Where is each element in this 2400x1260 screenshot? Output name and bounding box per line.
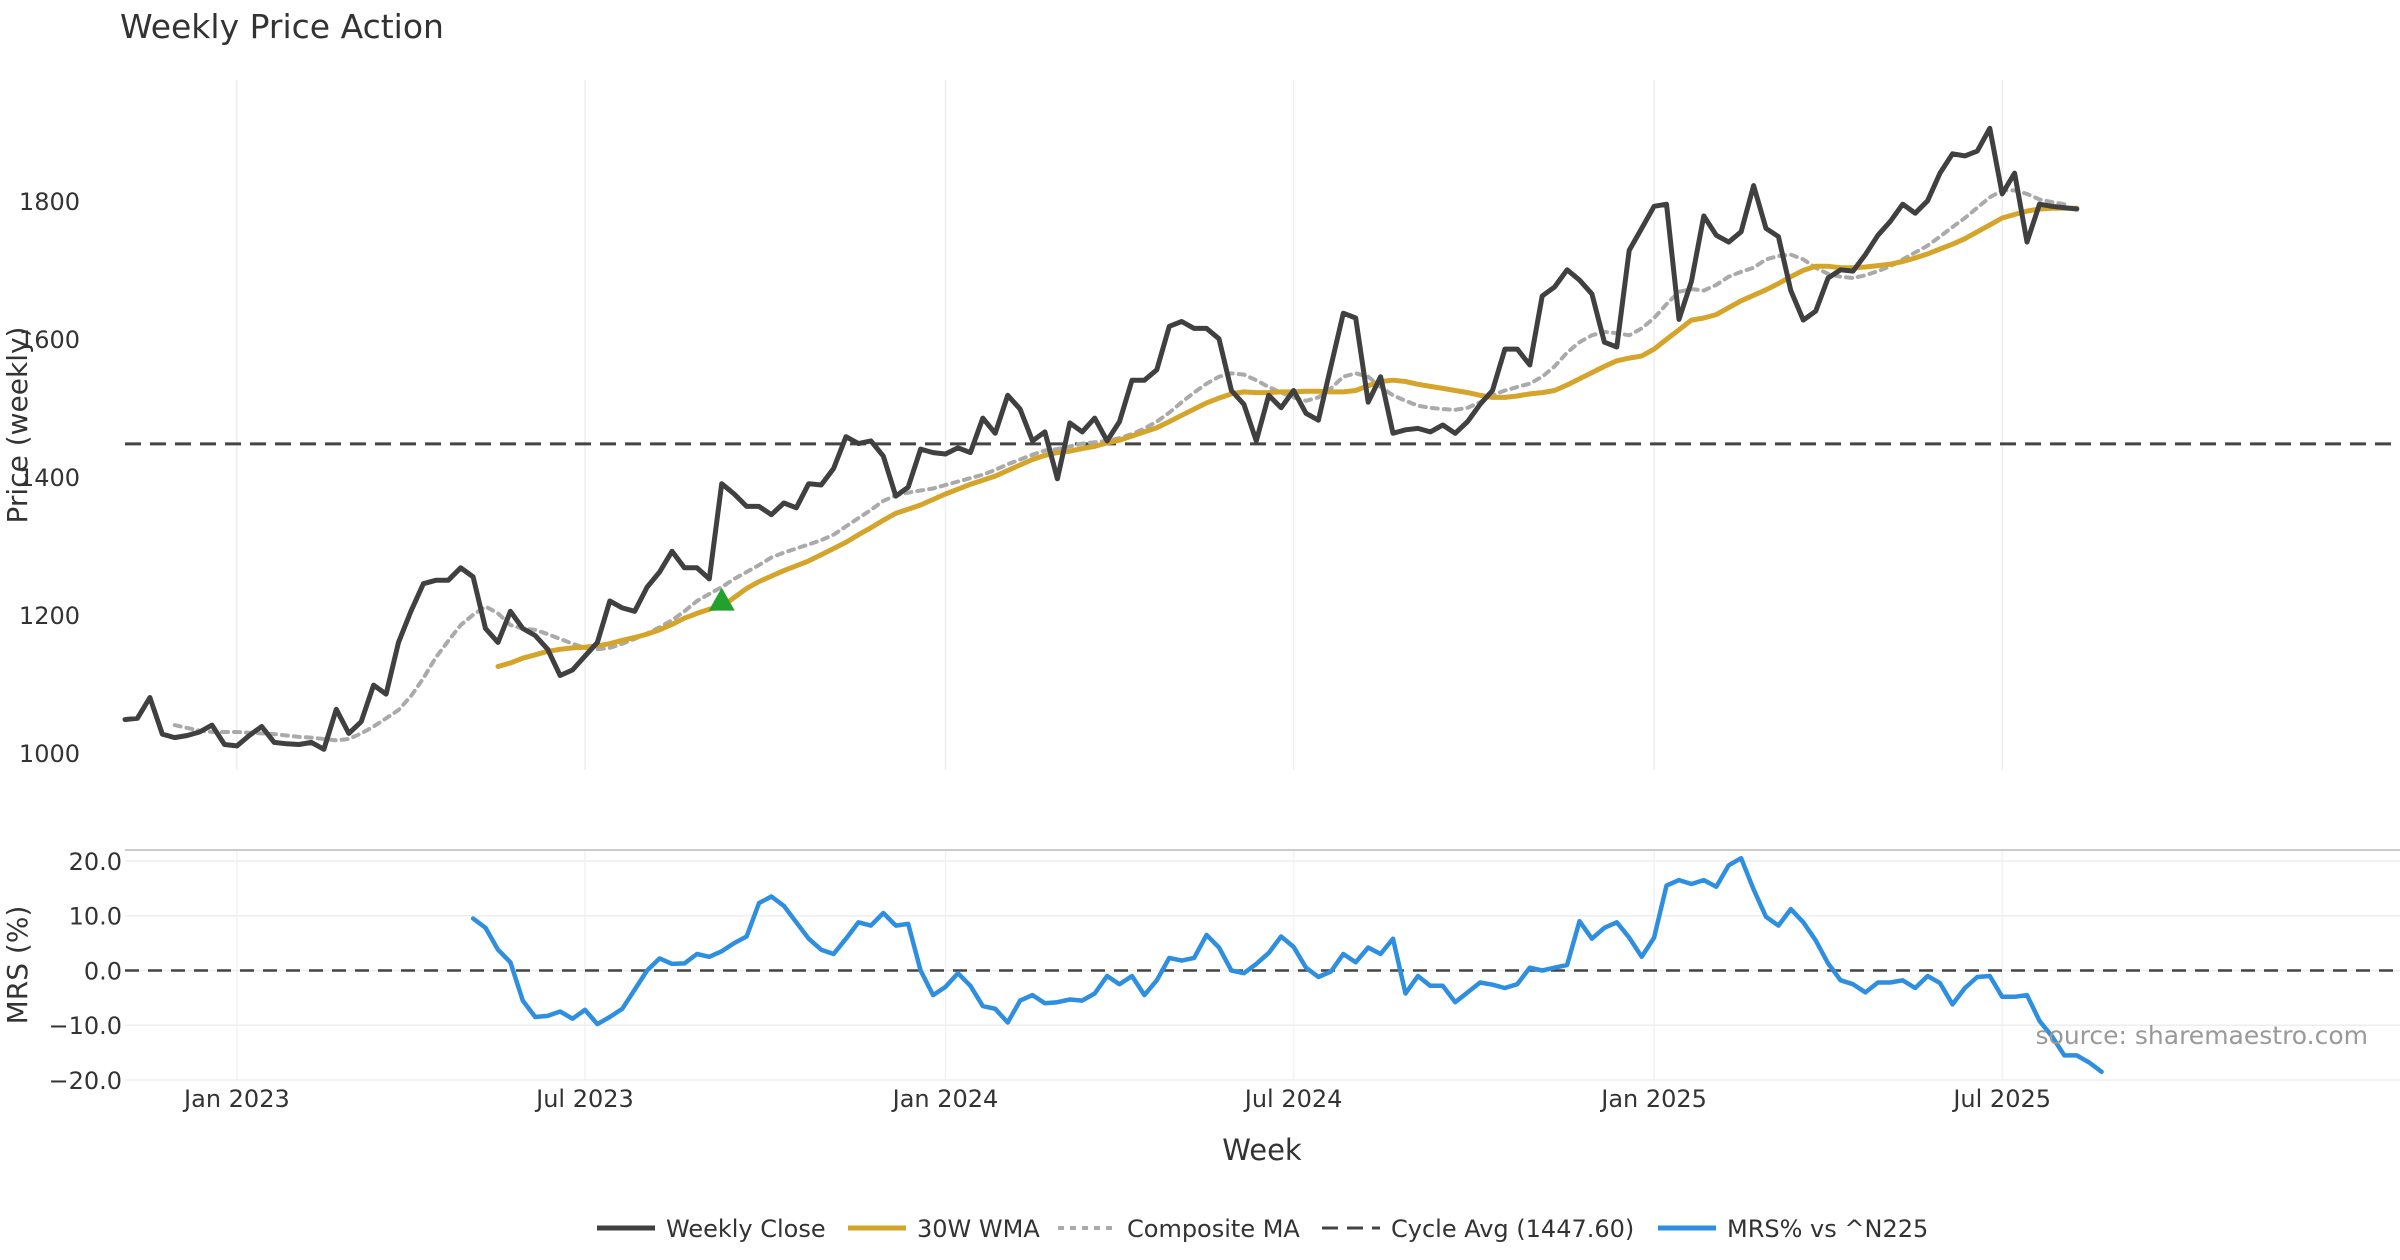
x-tick-label: Jan 2025 [1599,1085,1707,1113]
chart-title: Weekly Price Action [120,7,444,46]
legend-label: Weekly Close [666,1215,826,1243]
legend: Weekly Close 30W WMA Composite MA Cycle Avg… [597,1215,1928,1243]
mrs-y-tick-label: 20.0 [69,848,122,876]
x-tick-label: Jul 2025 [1951,1085,2051,1113]
price-y-tick-label: 1400 [19,464,80,492]
weekly-close-series [122,125,2080,752]
price-y-axis-label: Price (weekly) [1,327,34,524]
x-tick-label: Jul 2024 [1243,1085,1343,1113]
mrs-y-axis-label: MRS (%) [1,906,34,1025]
mrs-lines [125,855,2400,1075]
x-axis-label: Week [1222,1133,1302,1167]
axis-labels: Jan 2023 Jul 2023 Jan 2024 Jul 2024 Jan 2025… [19,188,2051,1113]
mrs-y-tick-label: 10.0 [69,903,122,931]
mrs-y-tick-label: 0.0 [84,957,122,985]
legend-label: Composite MA [1127,1215,1300,1243]
price-y-tick-label: 1000 [19,740,80,768]
x-tick-label: Jan 2024 [891,1085,999,1113]
30w-wma-series [495,205,2080,669]
legend-label: MRS% vs ^N225 [1727,1215,1928,1243]
x-tick-label: Jul 2023 [534,1085,634,1113]
x-tick-label: Jan 2023 [182,1085,290,1113]
mrs-y-tick-label: −20.0 [48,1067,122,1095]
price-y-tick-label: 1800 [19,188,80,216]
source-note: source: sharemaestro.com [2036,1021,2369,1050]
mrs-y-tick-label: −10.0 [48,1012,122,1040]
buy-signal-marker [708,587,735,611]
price-y-tick-label: 1200 [19,602,80,630]
price-lines [122,125,2400,752]
legend-label: Cycle Avg (1447.60) [1391,1215,1634,1243]
price-y-tick-label: 1600 [19,326,80,354]
legend-label: 30W WMA [917,1215,1040,1243]
mrs-series [470,855,2104,1075]
composite-ma-series [172,188,2067,743]
